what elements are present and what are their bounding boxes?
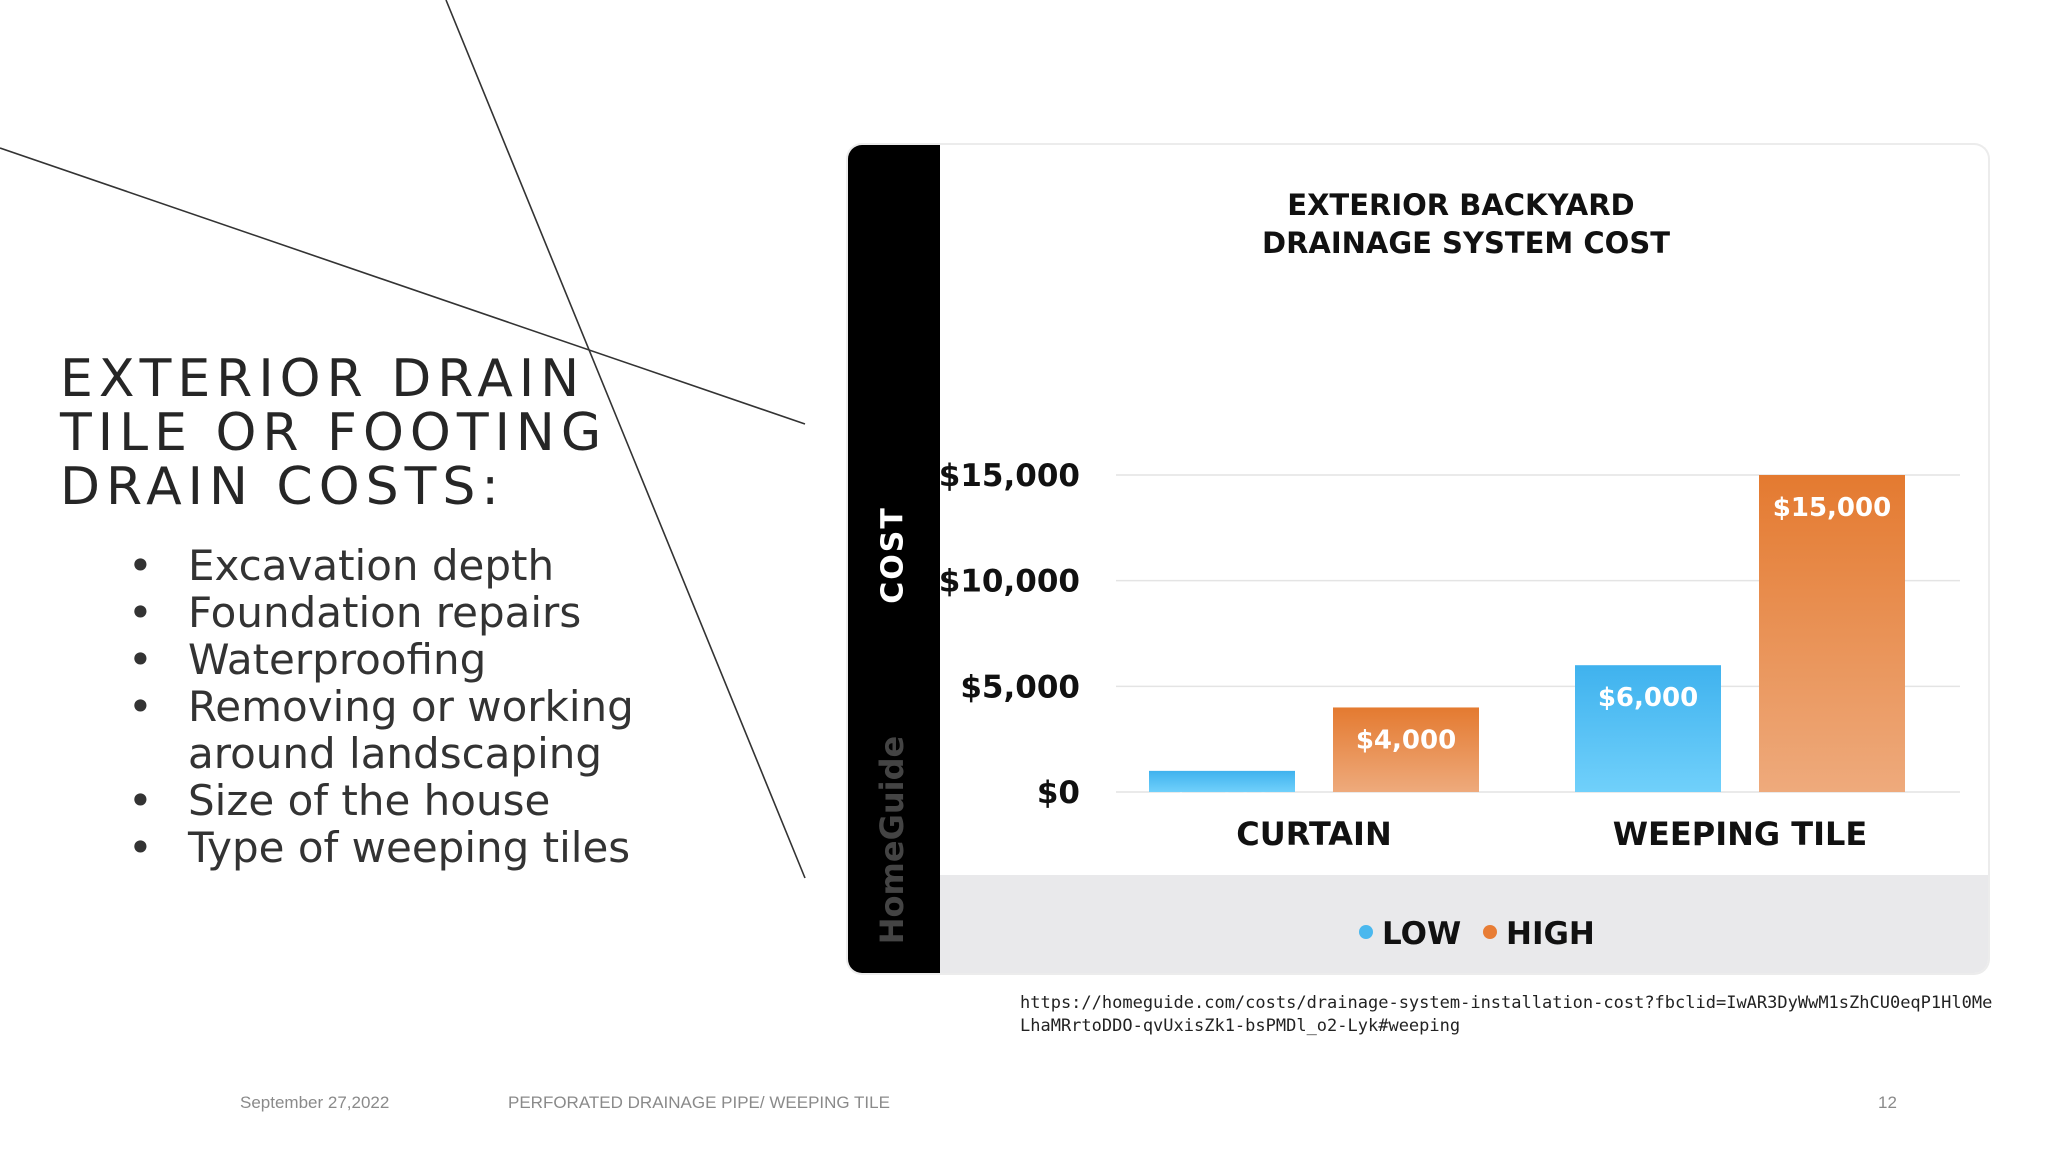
bullet-list: Excavation depth Foundation repairs Wate… (120, 542, 680, 871)
x-category-label: CURTAIN (1236, 815, 1391, 853)
bullet-item: Excavation depth (120, 542, 680, 589)
legend-label-high: HIGH (1506, 916, 1595, 952)
chart-image: COST HomeGuide EXTERIOR BACKYARD DRAINAG… (848, 145, 1988, 973)
bullet-item: Size of the house (120, 777, 680, 824)
page-number: 12 (1878, 1093, 1897, 1112)
bar-value-label: $1,000 (1172, 789, 1272, 819)
y-tick-label: $0 (1037, 775, 1080, 811)
bullet-item: Type of weeping tiles (120, 824, 680, 871)
footer-title: PERFORATED DRAINAGE PIPE/ WEEPING TILE (508, 1093, 890, 1112)
bar-low (1575, 665, 1721, 792)
x-category-label: WEEPING TILE (1613, 815, 1868, 853)
decorative-line (0, 147, 806, 425)
bullet-item: Waterproofing (120, 636, 680, 683)
chart-title-line: EXTERIOR BACKYARD (1287, 188, 1634, 222)
plot-area: $0 $5,000 $10,000 $15,000 $1,000 $4,000 CURTAI… (939, 458, 1960, 853)
brand-watermark: HomeGuide (873, 736, 911, 944)
y-tick-label: $15,000 (939, 458, 1080, 494)
y-axis-label: COST (876, 506, 911, 604)
footer-date: September 27,2022 (240, 1093, 390, 1112)
slide-title: EXTERIOR DRAIN TILE OR FOOTING DRAIN COS… (60, 352, 607, 514)
legend-marker-low (1359, 925, 1373, 939)
bar-chart: COST HomeGuide EXTERIOR BACKYARD DRAINAG… (848, 145, 1988, 973)
legend-band (940, 875, 1988, 973)
chart-title: EXTERIOR BACKYARD DRAINAGE SYSTEM COST (1262, 188, 1670, 260)
bar-high (1333, 707, 1479, 792)
slide-title-line: DRAIN COSTS: (60, 457, 505, 517)
y-tick-label: $5,000 (960, 669, 1080, 705)
decorative-line (445, 0, 806, 879)
chart-sidebar (848, 145, 940, 973)
bar-value-label: $15,000 (1773, 493, 1891, 523)
chart-title-line: DRAINAGE SYSTEM COST (1262, 226, 1670, 260)
bullet-item: Foundation repairs (120, 589, 680, 636)
slide-title-line: EXTERIOR DRAIN (60, 349, 586, 409)
bar-high (1759, 475, 1905, 792)
chart-legend: LOW HIGH (1359, 916, 1595, 952)
y-tick-label: $10,000 (939, 564, 1080, 600)
bar-value-label: $4,000 (1356, 725, 1456, 755)
bar-value-label: $6,000 (1598, 683, 1698, 713)
bar-low (1149, 770, 1295, 792)
source-url: https://homeguide.com/costs/drainage-sys… (1020, 993, 1993, 1036)
legend-marker-high (1483, 925, 1497, 939)
bullet-item: Removing or working around landscaping (120, 683, 680, 777)
legend-label-low: LOW (1382, 916, 1461, 952)
slide-title-line: TILE OR FOOTING (60, 403, 608, 463)
